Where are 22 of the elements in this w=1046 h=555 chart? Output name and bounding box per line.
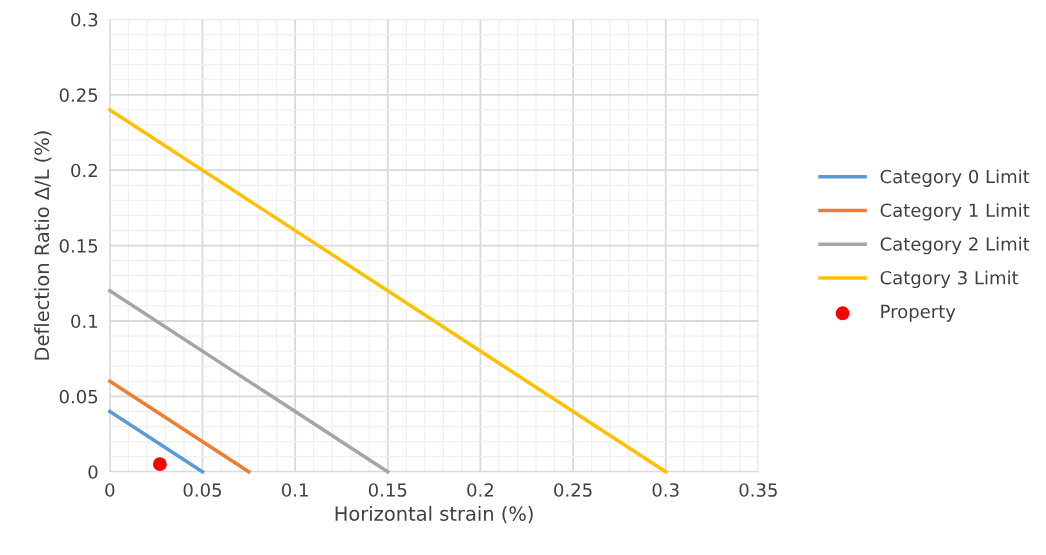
legend-label: Category 1 Limit	[880, 203, 1030, 221]
legend-label: Category 0 Limit	[880, 169, 1030, 187]
y-axis-title: Deflection Ratio Δ/L (%)	[34, 131, 52, 360]
legend-label: Category 2 Limit	[880, 236, 1030, 255]
legend-label: Catgory 3 Limit	[880, 270, 1019, 289]
y-tick-label: 0.2	[71, 163, 97, 178]
y-tick-label: 0.1	[71, 314, 98, 329]
y-tick-label: 0.25	[59, 88, 98, 102]
y-tick-label: 0.15	[59, 239, 98, 253]
x-tick-label: 0.35	[739, 483, 777, 497]
y-tick-label: 0	[88, 465, 98, 479]
x-tick-label: 0.2	[467, 483, 493, 497]
legend-label: Property	[881, 304, 956, 322]
x-tick-label: 0.1	[281, 483, 308, 497]
x-axis-title: Horizontal strain (%)	[335, 505, 533, 524]
x-tick-label: 0.3	[652, 483, 679, 497]
x-tick-label: 0.15	[368, 483, 407, 497]
y-tick-label: 0.05	[59, 389, 98, 404]
x-tick-label: 0.25	[554, 483, 592, 497]
y-tick-label: 0.3	[71, 12, 98, 27]
x-tick-label: 0.05	[183, 483, 221, 497]
x-tick-label: 0	[105, 483, 115, 497]
